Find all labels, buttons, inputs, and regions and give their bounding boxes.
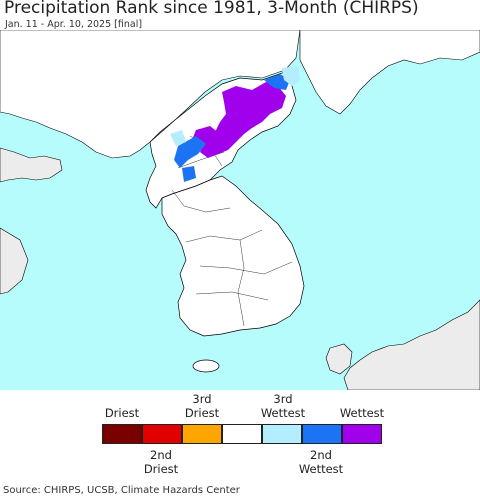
second-wettest-region-c — [182, 166, 196, 182]
wettest-region — [200, 82, 286, 158]
china-coast-south — [0, 227, 29, 295]
china-land — [0, 30, 301, 159]
legend-swatch-3rd-wettest — [262, 424, 302, 444]
third-wettest-region — [282, 66, 300, 86]
second-wettest-region — [174, 136, 206, 168]
legend-swatch-wettest — [342, 424, 382, 444]
legend-swatch-3rd-driest — [182, 424, 222, 444]
legend: Driest 3rd Driest 3rd Wettest Wettest 2n… — [0, 390, 480, 480]
legend-swatch-driest — [102, 424, 142, 444]
shandong-land — [0, 147, 63, 183]
south-korea — [161, 175, 305, 337]
map-subtitle: Jan. 11 - Apr. 10, 2025 [final] — [5, 19, 143, 30]
legend-label-3rd-wettest: 3rd Wettest — [260, 392, 306, 420]
second-wettest-region-b — [264, 74, 290, 90]
legend-label-3rd-driest: 3rd Driest — [184, 392, 220, 420]
source-credit: Source: CHIRPS, UCSB, Climate Hazards Ce… — [3, 485, 240, 496]
precipitation-map — [0, 30, 480, 390]
map-title: Precipitation Rank since 1981, 3-Month (… — [4, 0, 419, 18]
japan-honshu — [343, 299, 480, 390]
russia-land — [299, 30, 480, 115]
legend-label-2nd-wettest: 2nd Wettest — [298, 448, 344, 476]
legend-label-driest: Driest — [104, 406, 140, 420]
legend-label-2nd-driest: 2nd Driest — [143, 448, 179, 476]
legend-swatch-normal — [222, 424, 262, 444]
third-wettest-region-b — [170, 130, 186, 146]
legend-label-wettest: Wettest — [339, 406, 385, 420]
jeju-island — [192, 359, 220, 373]
legend-swatch-2nd-wettest — [302, 424, 342, 444]
legend-swatch-2nd-driest — [142, 424, 182, 444]
japan-kyushu — [325, 343, 353, 375]
